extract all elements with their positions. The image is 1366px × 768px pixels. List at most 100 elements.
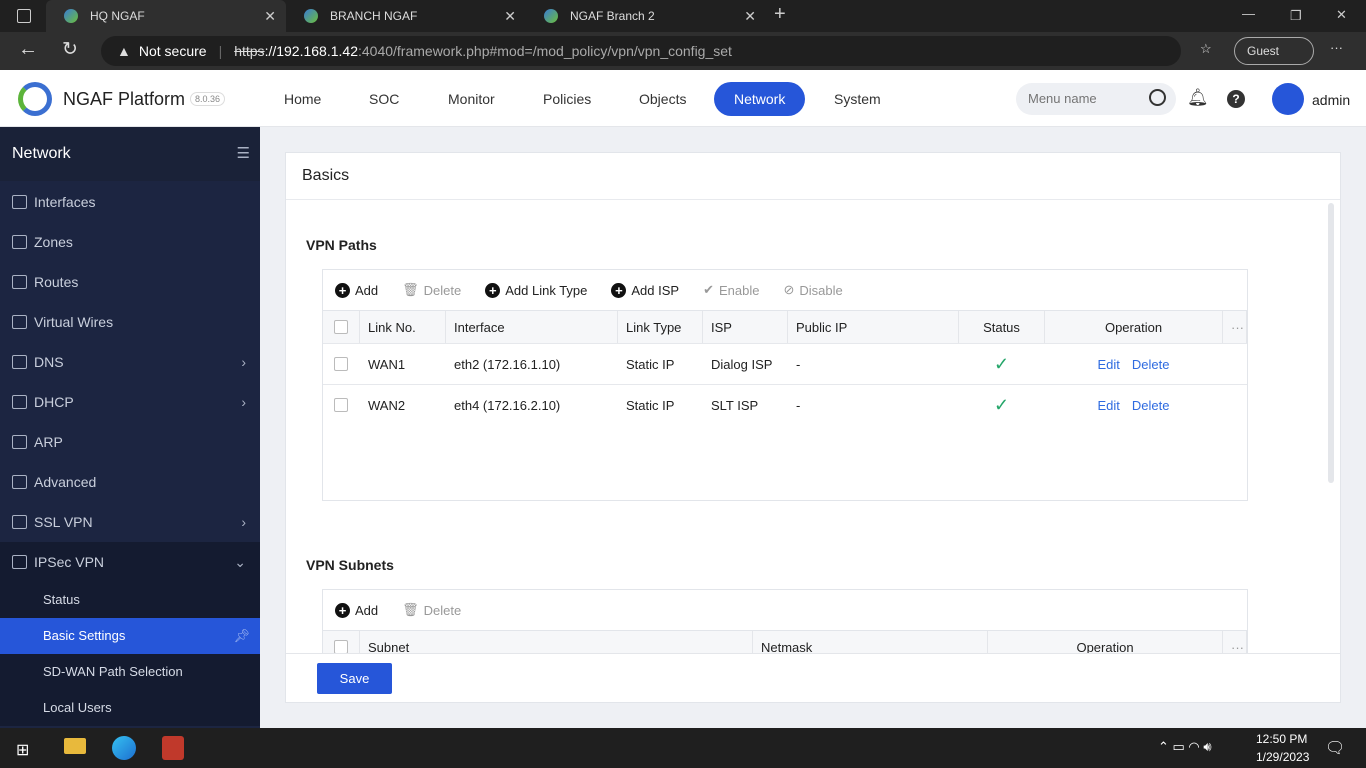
select-all-checkbox[interactable] xyxy=(334,640,348,654)
sidebar-sub-basic-settings[interactable]: Basic Settings 📌︎ xyxy=(0,618,260,654)
favicon-icon xyxy=(304,9,318,23)
sidebar-item-dhcp[interactable]: DHCP › xyxy=(0,382,260,422)
enable-button[interactable]: ✔ Enable xyxy=(703,282,759,298)
select-all-checkbox[interactable] xyxy=(334,320,348,334)
add-link-type-button[interactable]: + Add Link Type xyxy=(485,282,588,298)
table-row: WAN2 eth4 (172.16.2.10) Static IP SLT IS… xyxy=(323,384,1247,425)
close-tab-icon[interactable]: ✕ xyxy=(744,7,756,24)
sidebar-sub-local-users[interactable]: Local Users xyxy=(0,690,260,726)
clock-date[interactable]: 1/29/2023 xyxy=(1256,750,1310,764)
page-title: Basics xyxy=(286,153,1340,200)
tab-label: NGAF Branch 2 xyxy=(570,9,655,23)
help-icon[interactable]: ? xyxy=(1227,90,1245,108)
clock-time[interactable]: 12:50 PM xyxy=(1256,732,1308,746)
nav-home[interactable]: Home xyxy=(284,91,322,107)
close-tab-icon[interactable]: ✕ xyxy=(264,7,276,24)
more-icon[interactable]: ··· xyxy=(1330,40,1343,55)
menu-search-input[interactable] xyxy=(1028,91,1138,106)
cell-isp: SLT ISP xyxy=(711,397,759,413)
notifications-icon[interactable]: 🗨︎ xyxy=(1325,740,1346,757)
close-tab-icon[interactable]: ✕ xyxy=(504,7,516,24)
sidebar-sub-status[interactable]: Status xyxy=(0,582,260,618)
app-icon[interactable] xyxy=(162,736,184,760)
col-link-type[interactable]: Link Type xyxy=(618,311,703,343)
plus-icon: + xyxy=(335,282,350,298)
favorites-icon[interactable]: ☆ xyxy=(1200,41,1212,56)
delete-link[interactable]: Delete xyxy=(1131,397,1170,413)
nav-monitor[interactable]: Monitor xyxy=(448,91,495,107)
scrollbar[interactable] xyxy=(1328,203,1334,483)
add-button[interactable]: + Add xyxy=(335,282,378,298)
new-tab-icon[interactable]: + xyxy=(774,3,786,25)
edit-link[interactable]: Edit xyxy=(1097,356,1120,372)
col-isp[interactable]: ISP xyxy=(703,311,788,343)
sidebar-item-label: Interfaces xyxy=(34,194,96,210)
nav-system[interactable]: System xyxy=(834,91,881,107)
nav-network[interactable]: Network xyxy=(714,82,806,116)
column-settings-icon[interactable]: ··· xyxy=(1223,311,1247,343)
tab-ngaf-branch-2[interactable]: NGAF Branch 2 ✕ xyxy=(526,0,766,32)
back-icon[interactable]: ← xyxy=(18,38,38,60)
close-window-icon[interactable]: ✕ xyxy=(1336,7,1347,22)
nav-policies[interactable]: Policies xyxy=(543,91,592,107)
plus-icon: + xyxy=(335,602,350,618)
edge-icon[interactable] xyxy=(112,736,136,760)
add-link-type-label: Add Link Type xyxy=(505,282,588,298)
app-header: NGAF Platform 8.0.36 Home SOC Monitor Po… xyxy=(0,70,1366,127)
delete-button[interactable]: 🗑︎ Delete xyxy=(402,282,461,298)
col-netmask[interactable]: Netmask xyxy=(753,631,988,663)
tab-branch-ngaf[interactable]: BRANCH NGAF ✕ xyxy=(286,0,526,32)
avatar[interactable] xyxy=(1272,83,1304,115)
col-status[interactable]: Status xyxy=(959,311,1045,343)
sidebar-item-interfaces[interactable]: Interfaces xyxy=(0,182,260,222)
row-checkbox[interactable] xyxy=(334,398,348,412)
url-bar[interactable]: ▲ Not secure | https://192.168.1.42:4040… xyxy=(101,36,1181,66)
sidebar-item-ssl-vpn[interactable]: SSL VPN › xyxy=(0,502,260,542)
minimize-icon[interactable]: — xyxy=(1242,6,1255,21)
sidebar-item-label: Advanced xyxy=(34,474,97,490)
add-isp-button[interactable]: + Add ISP xyxy=(611,282,679,298)
sidebar-item-virtual-wires[interactable]: Virtual Wires xyxy=(0,302,260,342)
security-label[interactable]: Not secure xyxy=(138,43,207,59)
save-button[interactable]: Save xyxy=(317,663,392,694)
sidebar-sub-sd-wan[interactable]: SD-WAN Path Selection xyxy=(0,654,260,690)
collapse-menu-icon[interactable]: ☰ xyxy=(236,145,250,162)
col-link-no[interactable]: Link No. xyxy=(360,311,446,343)
cell-public-ip: - xyxy=(796,397,801,413)
disable-button[interactable]: ⊘ Disable xyxy=(783,282,842,298)
col-public-ip[interactable]: Public IP xyxy=(788,311,959,343)
nav-objects[interactable]: Objects xyxy=(639,91,687,107)
delete-subnet-button[interactable]: 🗑︎ Delete xyxy=(402,602,461,618)
edit-link[interactable]: Edit xyxy=(1097,397,1120,413)
tab-actions-icon[interactable] xyxy=(17,9,31,23)
tray-icons[interactable]: ⌃ ▭ ◠ 🔊︎ xyxy=(1158,739,1212,754)
tab-hq-ngaf[interactable]: HQ NGAF ✕ xyxy=(46,0,286,32)
sidebar-item-ipsec-vpn[interactable]: IPSec VPN ⌄ xyxy=(0,542,260,582)
windows-start-icon[interactable]: ⊞ xyxy=(16,742,30,759)
sidebar-item-dns[interactable]: DNS › xyxy=(0,342,260,382)
restore-icon[interactable]: ❐ xyxy=(1290,8,1302,23)
url-scheme: https xyxy=(234,43,265,59)
sidebar-title: Network ☰ xyxy=(0,127,260,181)
file-explorer-icon[interactable] xyxy=(64,738,86,754)
refresh-icon[interactable]: ↻ xyxy=(62,39,78,60)
search-icon[interactable] xyxy=(1149,89,1166,106)
user-name[interactable]: admin xyxy=(1312,92,1351,108)
pin-icon[interactable]: 📌︎ xyxy=(233,628,250,643)
row-checkbox[interactable] xyxy=(334,357,348,371)
sidebar-item-zones[interactable]: Zones xyxy=(0,222,260,262)
column-settings-icon[interactable]: ··· xyxy=(1223,631,1247,663)
delete-link[interactable]: Delete xyxy=(1131,356,1170,372)
sidebar-item-advanced[interactable]: Advanced xyxy=(0,462,260,502)
profile-button[interactable]: Guest xyxy=(1234,37,1314,65)
add-subnet-button[interactable]: + Add xyxy=(335,602,378,618)
sidebar-item-routes[interactable]: Routes xyxy=(0,262,260,302)
cell-link-no: WAN2 xyxy=(368,397,406,413)
bell-icon[interactable]: 🔔︎ xyxy=(1187,88,1209,107)
sidebar-item-arp[interactable]: ARP xyxy=(0,422,260,462)
col-interface[interactable]: Interface xyxy=(446,311,618,343)
menu-search[interactable] xyxy=(1016,83,1176,115)
dns-icon xyxy=(12,355,27,369)
nav-soc[interactable]: SOC xyxy=(369,91,400,107)
col-subnet[interactable]: Subnet xyxy=(360,631,753,663)
